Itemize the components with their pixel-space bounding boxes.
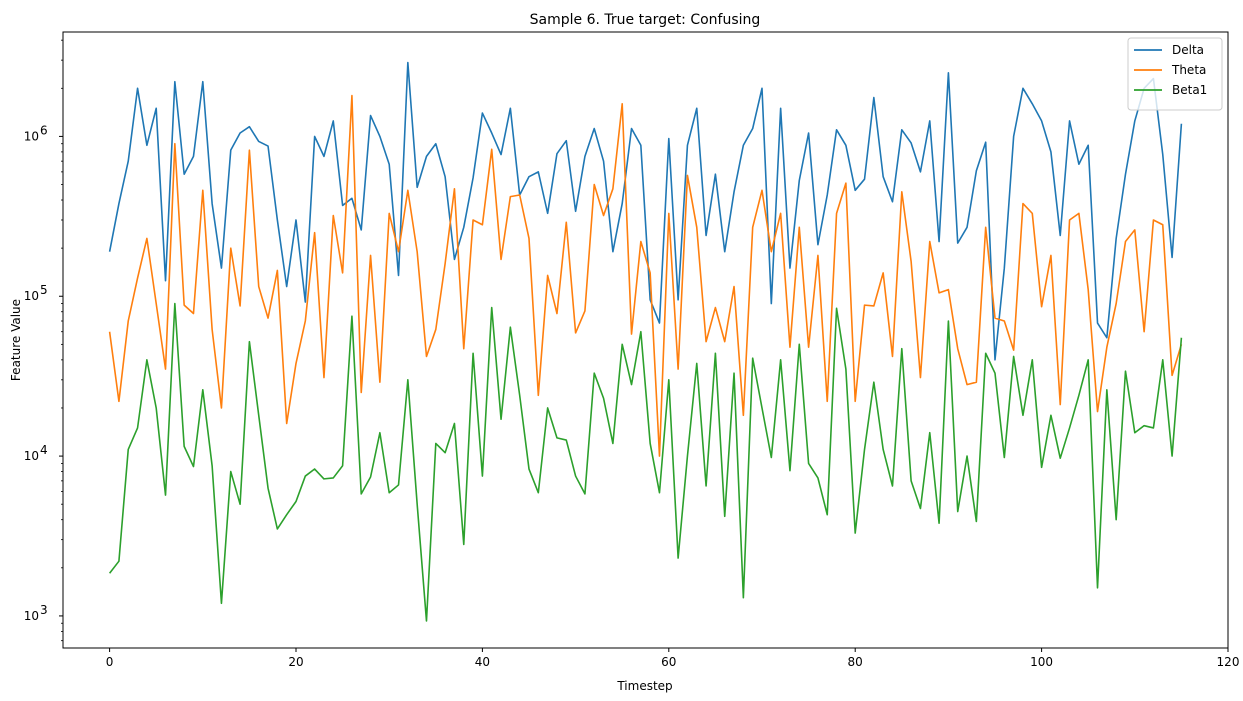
series-line-delta xyxy=(108,61,1183,361)
series-line-theta xyxy=(108,94,1183,457)
y-tick-label: 10 xyxy=(24,609,39,623)
legend-label-beta1: Beta1 xyxy=(1172,83,1207,97)
plot-frame xyxy=(62,31,1229,649)
y-tick-exponent: 6 xyxy=(40,123,48,137)
y-tick-exponent: 3 xyxy=(40,603,48,617)
x-tick-label: 80 xyxy=(848,655,863,669)
y-axis-title: Feature Value xyxy=(9,299,23,381)
x-axis-ticks: 0 20 40 60 80 100 120 xyxy=(106,648,1240,669)
chart-title: Sample 6. True target: Confusing xyxy=(530,12,761,28)
x-tick-label: 60 xyxy=(661,655,676,669)
x-tick-label: 100 xyxy=(1030,655,1053,669)
series-layer xyxy=(108,61,1183,622)
legend-label-delta: Delta xyxy=(1172,43,1204,57)
y-tick-exponent: 5 xyxy=(40,283,48,297)
y-tick-exponent: 4 xyxy=(40,443,48,457)
legend: Delta Theta Beta1 xyxy=(1127,37,1223,111)
x-tick-label: 120 xyxy=(1217,655,1240,669)
y-tick-label: 10 xyxy=(24,289,39,303)
legend-label-theta: Theta xyxy=(1171,63,1206,77)
x-tick-label: 0 xyxy=(106,655,114,669)
y-tick-label: 10 xyxy=(24,129,39,143)
x-axis-title: Timestep xyxy=(616,679,672,693)
x-tick-label: 20 xyxy=(288,655,303,669)
series-line-beta1 xyxy=(108,302,1183,622)
legend-box xyxy=(1127,37,1223,111)
y-tick-label: 10 xyxy=(24,449,39,463)
x-tick-label: 40 xyxy=(475,655,490,669)
